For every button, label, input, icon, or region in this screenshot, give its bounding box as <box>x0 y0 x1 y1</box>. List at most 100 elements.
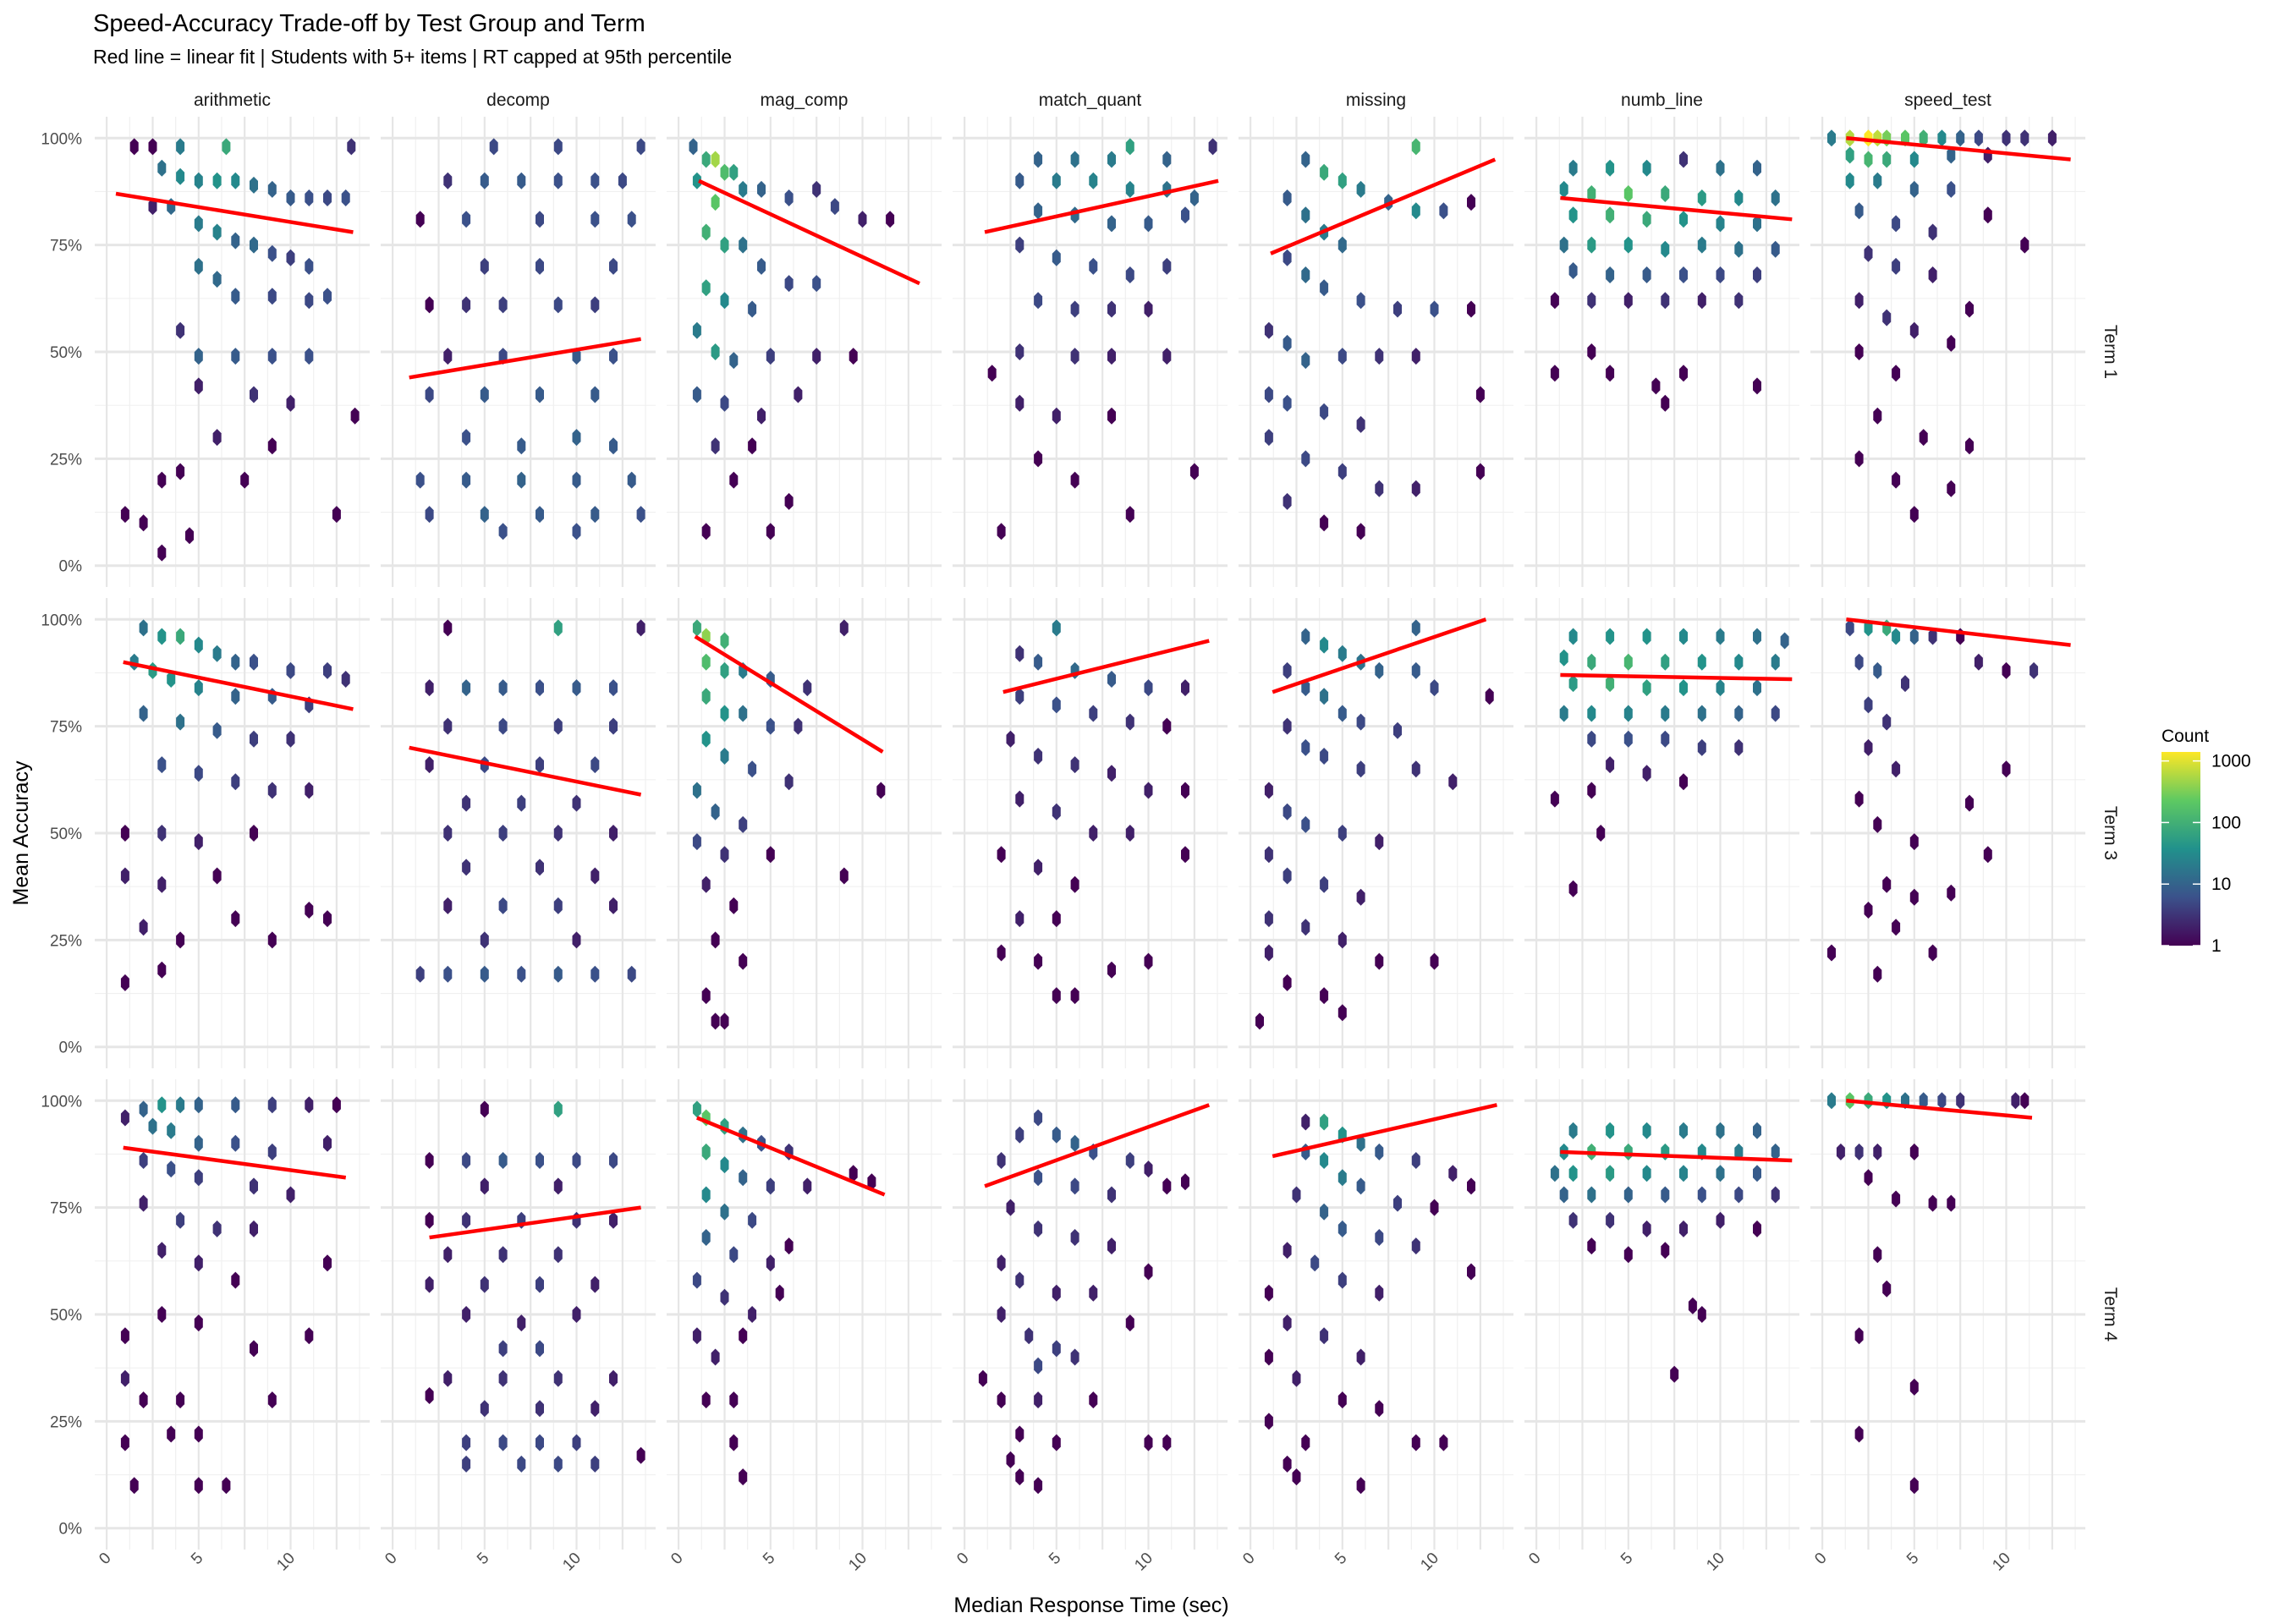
hex-bin <box>1606 675 1615 693</box>
hex-bin <box>1753 1165 1761 1182</box>
hex-bin <box>701 151 711 168</box>
linear-fit-line <box>1560 672 1793 682</box>
hex-bin <box>222 138 231 156</box>
hex-bin <box>720 292 729 310</box>
hex-bin <box>1356 1177 1365 1195</box>
hex-bin <box>462 471 471 489</box>
hex-bin <box>572 931 581 949</box>
linear-fit-line <box>1560 195 1793 222</box>
hex-bin <box>1623 1143 1633 1160</box>
facet-panel-decomp-term4 <box>381 1079 656 1550</box>
hex-bin <box>139 619 148 637</box>
hex-bin <box>1070 987 1079 1005</box>
hex-bin <box>553 825 563 842</box>
hex-bin <box>341 189 350 206</box>
hex-bin <box>1550 292 1559 310</box>
hex-bin <box>1642 1122 1651 1139</box>
hex-bin <box>194 1169 203 1187</box>
term-strip-label: Term 4 <box>2101 1287 2120 1342</box>
hex-bin <box>1623 292 1633 310</box>
hex-bin <box>757 180 766 198</box>
hex-bin <box>1320 688 1329 705</box>
hex-bin <box>1854 202 1864 220</box>
hex-bin <box>157 825 167 842</box>
hex-bin <box>2020 129 2030 147</box>
linear-fit-line <box>1846 617 2071 647</box>
hex-bin <box>1734 240 1744 258</box>
hex-bin <box>139 919 148 936</box>
hex-bin <box>415 471 425 489</box>
hex-bin <box>636 1446 645 1464</box>
hex-bin <box>148 138 157 156</box>
hex-bin <box>462 1152 471 1169</box>
hex-bin <box>1337 645 1347 662</box>
linear-fit-line <box>123 660 354 711</box>
hex-bin <box>498 1152 508 1169</box>
hex-bin <box>1475 463 1485 480</box>
hex-bin <box>139 1391 148 1409</box>
hex-bin <box>305 257 314 275</box>
hex-bin <box>286 661 295 679</box>
x-tick-label: 0 <box>382 1550 400 1568</box>
hex-bin <box>1882 1092 1892 1110</box>
hex-bin <box>1034 952 1043 970</box>
hex-bin <box>120 1434 129 1451</box>
hex-bin <box>720 1156 729 1174</box>
hex-bin <box>536 1434 544 1451</box>
hex-bin <box>553 1455 563 1473</box>
hex-bin <box>1337 931 1347 949</box>
hex-bin <box>480 1276 489 1293</box>
hex-bin <box>692 1271 701 1289</box>
hex-bin <box>1089 1391 1098 1409</box>
hex-bin <box>267 1143 277 1160</box>
x-tick-label: 0 <box>1811 1550 1830 1568</box>
hex-bin <box>1854 343 1864 360</box>
hex-bin <box>250 386 258 403</box>
hex-bin <box>1679 679 1688 697</box>
hex-bin <box>305 1096 314 1114</box>
hex-bin <box>711 151 720 168</box>
hex-bin <box>250 176 258 194</box>
hex-bin <box>1264 1348 1273 1366</box>
hex-bin <box>176 321 185 339</box>
hex-bin <box>803 679 812 697</box>
hex-bin <box>1375 1400 1384 1418</box>
hex-bin <box>812 348 821 365</box>
hex-bin <box>1771 705 1780 722</box>
hex-bin <box>1356 760 1365 778</box>
hex-bin <box>1301 206 1310 224</box>
linear-fit-line <box>694 634 884 754</box>
linear-fit-line <box>698 178 920 286</box>
hex-bin <box>1928 223 1937 241</box>
hex-bin <box>1606 206 1615 224</box>
hex-bin <box>480 506 489 524</box>
hex-bin <box>720 661 729 679</box>
hex-bin <box>1283 189 1292 206</box>
x-tick-label: 10 <box>559 1550 585 1575</box>
hex-bin <box>572 471 581 489</box>
hex-bin <box>1015 1126 1024 1144</box>
hex-bin <box>1568 159 1578 177</box>
hex-bin <box>1125 180 1134 198</box>
hex-bin <box>120 867 129 885</box>
hex-bin <box>701 688 711 705</box>
hex-bin <box>1034 748 1043 765</box>
hex-bin <box>1337 705 1347 722</box>
hex-bin <box>1661 394 1670 412</box>
hex-bin <box>1356 180 1365 198</box>
hex-bin <box>1661 185 1670 202</box>
hex-bin <box>194 833 203 851</box>
hex-bin <box>536 756 544 774</box>
hex-bin <box>194 215 203 233</box>
hex-bin <box>157 1306 167 1323</box>
hex-bin <box>443 1246 453 1264</box>
hex-bin <box>194 765 203 782</box>
hex-bin <box>1144 1263 1153 1281</box>
hex-bin <box>739 180 748 198</box>
hex-bin <box>1587 653 1596 671</box>
hex-bin <box>231 1134 240 1152</box>
x-tick-label: 10 <box>273 1550 299 1575</box>
hex-bin <box>1697 653 1706 671</box>
hex-bin <box>1909 833 1919 851</box>
hex-bin <box>1909 321 1919 339</box>
